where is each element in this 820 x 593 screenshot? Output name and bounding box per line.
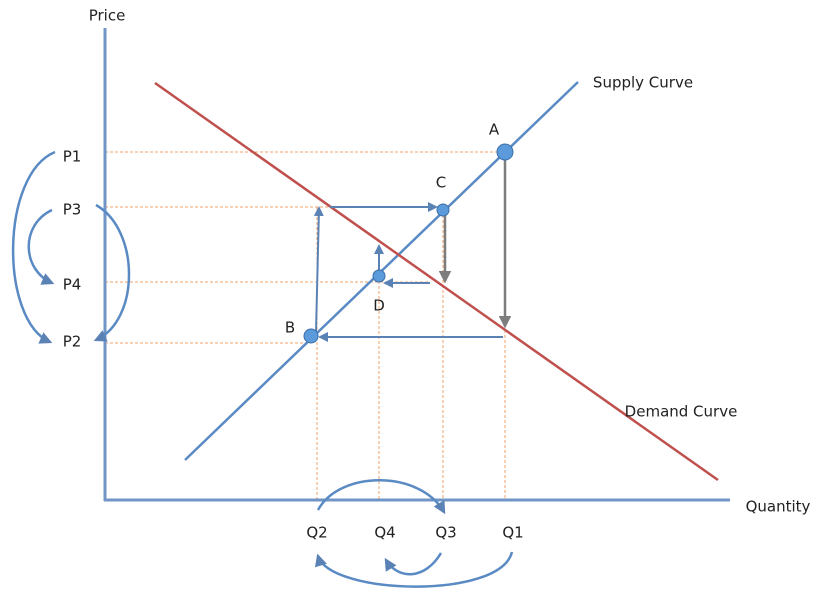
price-label: P1 [63,148,82,166]
point [303,328,319,344]
demand-label: Demand Curve [625,403,738,421]
y-axis-label: Price [89,7,126,25]
price-label: P3 [63,201,82,219]
price-label: P2 [63,333,82,351]
point-label: A [489,121,500,139]
demand-curve [154,81,719,482]
curved-arrows [11,150,514,588]
quantity-label: Q3 [435,524,456,542]
cobweb-arrows [313,160,512,342]
supply-label: Supply Curve [593,74,693,92]
point-label: D [373,297,385,315]
point-label: B [285,319,295,337]
x-axis-label: Quantity [746,498,811,516]
price-label: P4 [63,276,82,294]
point [496,143,514,161]
point-label: C [436,174,446,192]
quantity-label: Q2 [306,524,327,542]
quantity-label: Q4 [374,524,395,542]
quantity-label: Q1 [502,524,523,542]
point [372,269,386,283]
point [436,203,450,217]
